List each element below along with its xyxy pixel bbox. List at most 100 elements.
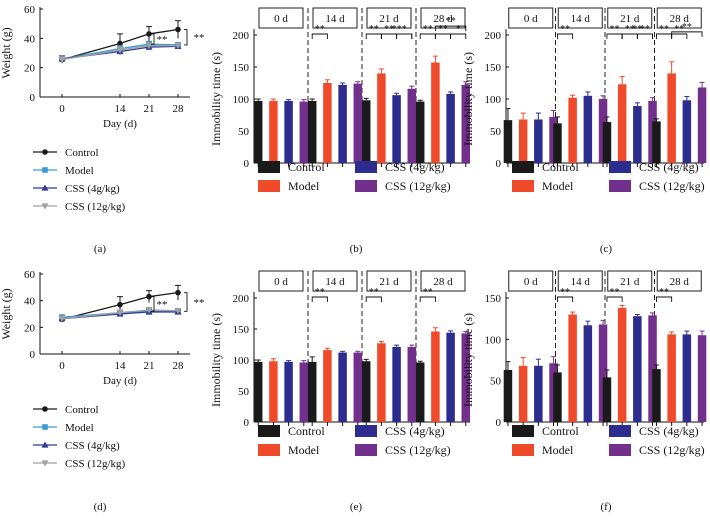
bar-Control-0 d <box>503 369 513 422</box>
bar-Model-14 d <box>323 350 332 422</box>
legend-swatch <box>512 161 534 173</box>
bar-Model-14 d <box>568 314 577 422</box>
y-axis-label: Weight (g) <box>0 288 13 339</box>
significance-label: ** <box>194 297 205 309</box>
y-axis-label: Immobility time (s) <box>461 52 475 146</box>
bar-CSS (12g/kg)-28 d <box>461 84 471 163</box>
significance-bracket <box>184 29 188 46</box>
significance-bracket <box>311 296 328 302</box>
legend-marker <box>42 406 48 412</box>
bar-Control-0 d <box>253 361 263 422</box>
bar-CSS (12g/kg)-14 d <box>353 83 363 163</box>
x-tick-label: 14 <box>115 360 127 372</box>
significance-bracket <box>151 296 155 312</box>
group-header-box <box>607 7 653 29</box>
bar-CSS (4g/kg)-14 d <box>338 352 347 422</box>
legend-label: CSS (4g/kg) <box>639 160 699 174</box>
bar-Model-0 d <box>269 100 278 163</box>
x-tick-label: 0 <box>59 360 65 372</box>
group-header-label: 0 d <box>274 276 288 288</box>
bar-Control-14 d <box>307 100 317 163</box>
bar-CSS (4g/kg)-28 d <box>682 334 692 422</box>
significance-label: ** <box>632 24 642 35</box>
legend-label: CSS (12g/kg) <box>639 179 705 193</box>
bar-Control-21 d <box>361 361 371 422</box>
legend-label: Model <box>542 443 574 457</box>
x-tick-label: 0 <box>59 103 65 115</box>
group-header-label: 0 d <box>524 13 538 25</box>
data-point <box>175 289 181 296</box>
significance-label: ** <box>640 24 650 35</box>
bar-CSS (4g/kg)-0 d <box>284 361 293 422</box>
series-line-Control <box>61 28 179 61</box>
y-tick-label: 20 <box>24 63 36 75</box>
legend-label: Control <box>288 424 325 438</box>
bar-CSS (12g/kg)-28 d <box>697 87 707 163</box>
group-header-box <box>420 7 466 29</box>
bar-Control-0 d <box>503 120 513 163</box>
legend-label: CSS (12g/kg) <box>385 443 451 457</box>
bar-CSS (4g/kg)-28 d <box>446 93 455 163</box>
significance-label: ** <box>384 24 394 35</box>
x-tick-label: 14 <box>115 103 127 115</box>
bar-CSS (12g/kg)-21 d <box>407 346 417 422</box>
group-header-box <box>656 7 702 29</box>
significance-label: ** <box>560 287 570 298</box>
bar-CSS (12g/kg)-14 d <box>353 352 363 422</box>
y-tick-label: 100 <box>485 94 502 106</box>
bar-Control-28 d <box>415 101 425 163</box>
y-tick-label: 50 <box>490 376 502 388</box>
legend-swatch <box>258 180 280 192</box>
legend-label: Control <box>288 160 325 174</box>
y-tick-label: 100 <box>485 334 502 346</box>
legend-label: Model <box>288 443 320 457</box>
group-header-label: 14 d <box>325 276 345 288</box>
legend-label: CSS (4g/kg) <box>385 160 445 174</box>
significance-label: ** <box>194 32 205 44</box>
legend-label: Model <box>542 179 574 193</box>
bar-CSS (12g/kg)-28 d <box>697 335 707 422</box>
legend-swatch <box>512 444 534 456</box>
legend-swatch <box>258 425 280 437</box>
series-line-Model <box>61 310 178 318</box>
panel-d-line-chart: 0 20 40 60 0 14 21 28 Weight (g) Day (d) ** ** Contr… <box>0 269 205 513</box>
legend-label: Model <box>288 179 320 193</box>
panel-label: (e) <box>350 501 363 513</box>
y-axis-label: Weight (g) <box>0 27 13 78</box>
y-tick-label: 150 <box>485 293 502 305</box>
significance-label: ** <box>659 24 669 35</box>
significance-bracket <box>151 33 155 45</box>
group-header-box <box>508 7 554 29</box>
y-tick-label: 0 <box>244 158 250 170</box>
bar-CSS (4g/kg)-21 d <box>633 316 642 422</box>
significance-label: ** <box>659 287 669 298</box>
legend-marker <box>41 184 49 191</box>
bar-CSS (4g/kg)-14 d <box>583 95 593 163</box>
bar-CSS (4g/kg)-0 d <box>534 119 543 163</box>
legend-label: Control <box>65 147 99 159</box>
group-header-box <box>420 270 466 292</box>
bar-CSS (4g/kg)-14 d <box>338 84 347 163</box>
data-point <box>58 316 66 323</box>
data-point <box>117 301 123 308</box>
bar-Model-21 d <box>377 73 386 163</box>
bar-Model-28 d <box>431 331 440 422</box>
panel-a-line-chart: 0 20 40 60 0 14 21 28 Weight (g) Day (d) ** ** Contr… <box>0 4 205 255</box>
legend-label: CSS (12g/kg) <box>639 443 705 457</box>
x-tick-label: 28 <box>173 360 185 372</box>
group-header-label: 14 d <box>571 13 591 25</box>
panel-label: (f) <box>601 501 612 513</box>
group-header-label: 28 d <box>670 13 690 25</box>
significance-bracket <box>656 296 673 302</box>
group-header-label: 0 d <box>274 13 288 25</box>
y-tick-label: 150 <box>485 62 502 74</box>
bar-CSS (12g/kg)-14 d <box>598 324 608 422</box>
legend-label: CSS (12g/kg) <box>65 458 126 470</box>
legend-label: Control <box>542 424 579 438</box>
data-point <box>146 31 152 37</box>
group-header-box <box>258 7 304 29</box>
legend-swatch <box>609 444 631 456</box>
significance-label: ** <box>423 24 433 35</box>
data-point <box>174 308 182 315</box>
